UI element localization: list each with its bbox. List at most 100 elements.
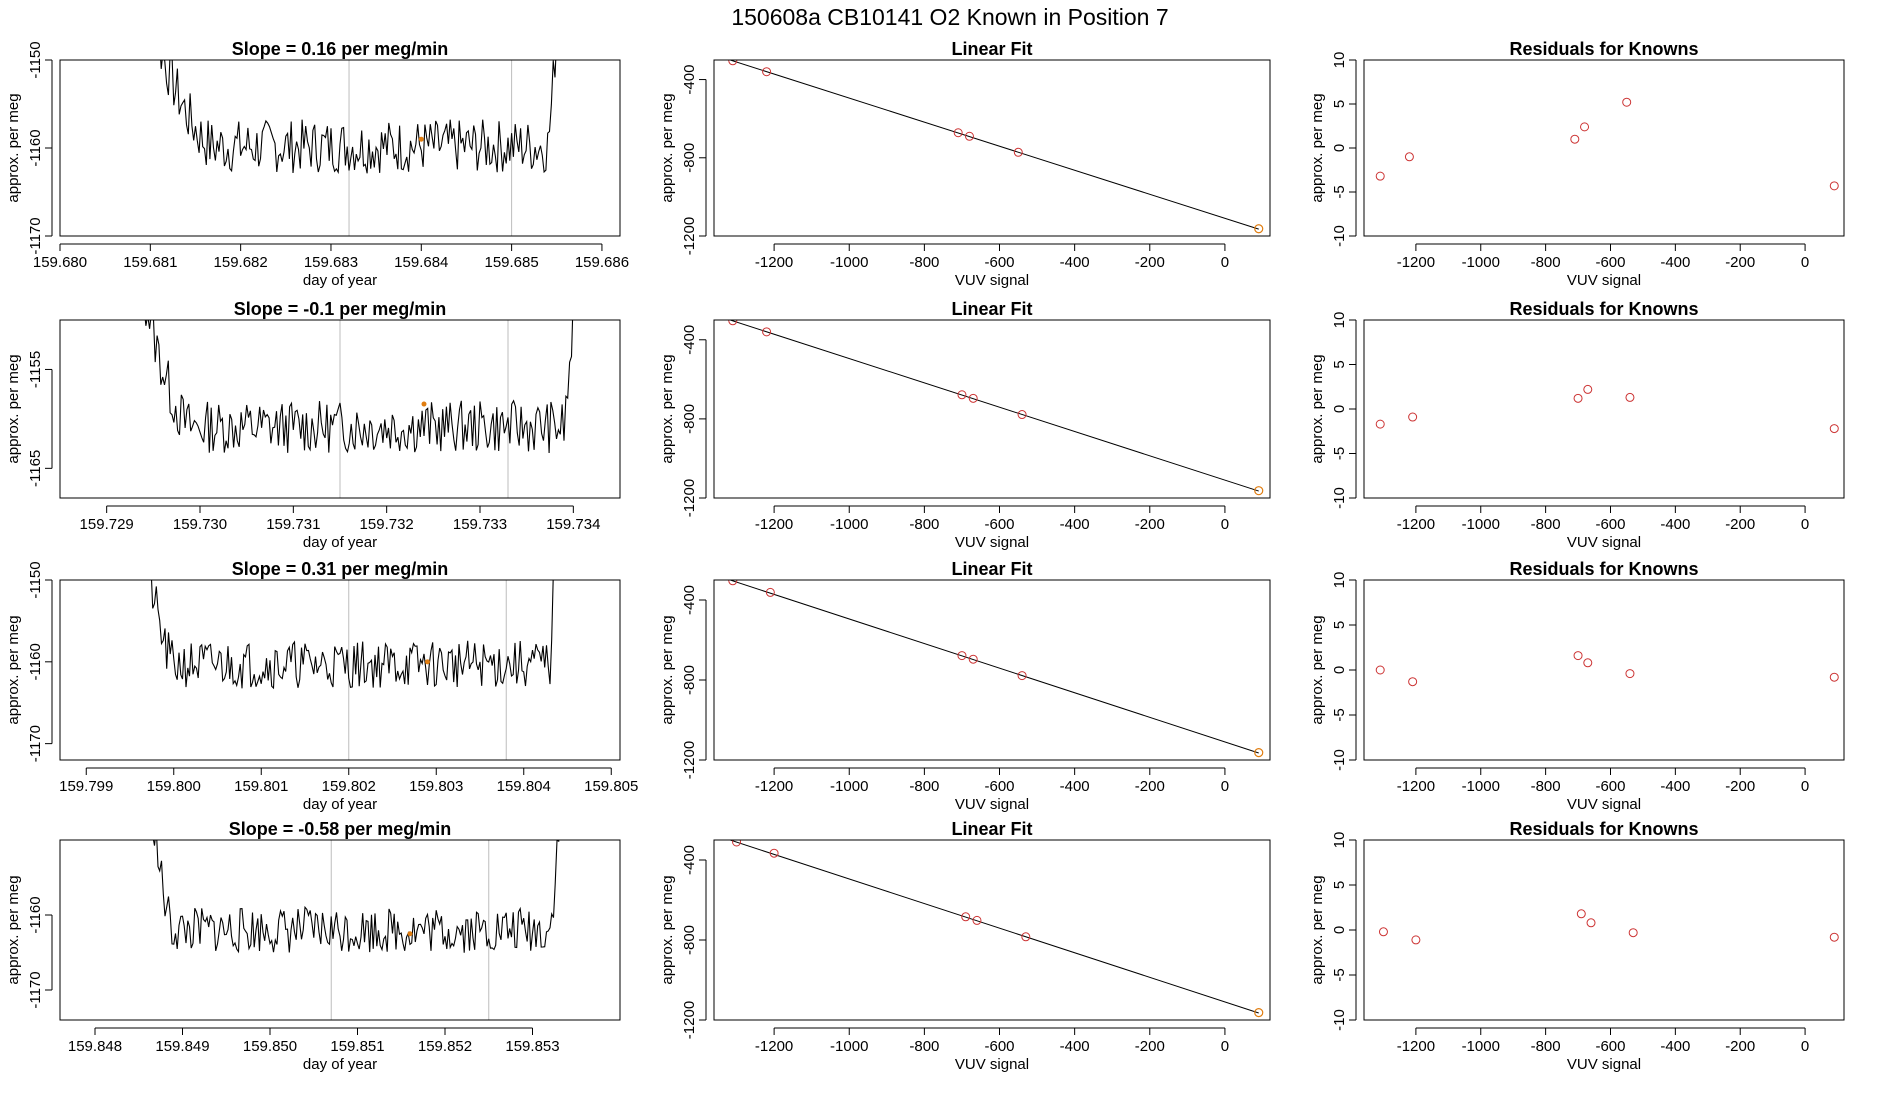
plot-area bbox=[144, 320, 574, 454]
x-tick-label: -800 bbox=[909, 1038, 939, 1055]
plot-area bbox=[728, 840, 1264, 1018]
x-tick-label: 159.731 bbox=[266, 516, 320, 533]
data-point bbox=[1570, 134, 1580, 144]
x-axis-label: day of year bbox=[303, 796, 377, 813]
x-tick-label: -800 bbox=[909, 516, 939, 533]
signal-trace bbox=[144, 320, 574, 454]
known-point bbox=[1254, 1007, 1264, 1018]
x-tick-label: 159.684 bbox=[394, 254, 448, 271]
y-tick-label: 10 bbox=[1331, 832, 1348, 849]
plot-area bbox=[728, 580, 1264, 758]
y-tick-label: -800 bbox=[681, 665, 698, 695]
plot-frame bbox=[1363, 839, 1845, 1021]
y-tick-label: -400 bbox=[681, 65, 698, 95]
known-marker bbox=[421, 401, 427, 407]
panel-residuals-row-1: Residuals for Knowns-1200 -1000 -800 -600 -4… bbox=[1309, 299, 1845, 551]
y-tick-label: -800 bbox=[681, 925, 698, 955]
known-marker bbox=[407, 931, 413, 937]
x-tick-label: -1200 bbox=[755, 1038, 793, 1055]
x-tick-label: 159.851 bbox=[330, 1038, 384, 1055]
data-point bbox=[1583, 384, 1593, 394]
data-point bbox=[1829, 181, 1839, 191]
panel-residuals-row-0: Residuals for Knowns-1200 -1000 -800 -600 -4… bbox=[1309, 39, 1845, 289]
data-point bbox=[1021, 932, 1031, 942]
x-tick-label: -1200 bbox=[755, 516, 793, 533]
y-tick-label: -5 bbox=[1331, 447, 1348, 460]
plot-area bbox=[160, 60, 557, 175]
panel-slope-row-0: Slope = 0.16 per meg/min 159.680 159.681 15… bbox=[5, 39, 629, 289]
data-point bbox=[1408, 412, 1418, 422]
x-tick-label: -1000 bbox=[1462, 1038, 1500, 1055]
panel-fit-row-2: Linear Fit -1200 -1000 -800 -600 -400 -200 0 VUV… bbox=[659, 559, 1271, 813]
panel-fit-row-3: Linear Fit -1200 -1000 -800 -600 -400 -200 0 VUV… bbox=[659, 819, 1271, 1073]
y-tick-label: -1160 bbox=[27, 129, 44, 166]
data-point bbox=[1411, 935, 1421, 945]
y-tick-label: -400 bbox=[681, 585, 698, 615]
data-point bbox=[964, 131, 974, 141]
signal-trace bbox=[152, 840, 560, 954]
panel-title: Residuals for Knowns bbox=[1509, 559, 1698, 579]
data-point bbox=[1408, 677, 1418, 687]
x-tick-label: 159.852 bbox=[418, 1038, 472, 1055]
plot-frame bbox=[59, 59, 621, 237]
x-tick-label: -600 bbox=[1595, 254, 1625, 271]
known-point bbox=[1254, 486, 1264, 496]
panel-title: Slope = 0.16 per meg/min bbox=[232, 39, 449, 59]
plot-frame bbox=[1363, 579, 1845, 761]
y-axis-label: approx. per meg bbox=[1309, 354, 1326, 463]
data-point bbox=[1375, 665, 1385, 675]
x-tick-label: -1200 bbox=[1397, 1038, 1435, 1055]
x-tick-label: 159.730 bbox=[173, 516, 227, 533]
data-point bbox=[1580, 122, 1590, 132]
x-tick-label: -1200 bbox=[1397, 254, 1435, 271]
known-point bbox=[1254, 224, 1264, 234]
figure-title: 150608a CB10141 O2 Known in Position 7 bbox=[731, 4, 1169, 30]
panel-title: Slope = 0.31 per meg/min bbox=[232, 559, 449, 579]
x-tick-label: 159.681 bbox=[123, 254, 177, 271]
x-axis-label: VUV signal bbox=[955, 796, 1029, 813]
x-axis-label: day of year bbox=[303, 272, 377, 289]
y-tick-label: 10 bbox=[1331, 312, 1348, 329]
x-tick-label: -800 bbox=[1531, 1038, 1561, 1055]
y-tick-label: -1200 bbox=[681, 1001, 698, 1039]
x-tick-label: 159.804 bbox=[497, 778, 551, 795]
data-point bbox=[1573, 393, 1583, 403]
y-tick-label: -1170 bbox=[27, 725, 44, 762]
x-tick-label: 159.729 bbox=[80, 516, 134, 533]
data-point bbox=[1625, 392, 1635, 402]
plot-frame bbox=[59, 319, 621, 499]
x-tick-label: -400 bbox=[1060, 778, 1090, 795]
plot-area bbox=[151, 580, 554, 690]
panel-slope-row-1: Slope = -0.1 per meg/min 159.729 159.730 15… bbox=[5, 299, 621, 551]
data-point bbox=[1622, 97, 1632, 107]
fit-line bbox=[728, 840, 1259, 1014]
x-tick-label: 0 bbox=[1221, 1038, 1229, 1055]
x-tick-label: 159.732 bbox=[360, 516, 414, 533]
x-tick-label: -400 bbox=[1660, 254, 1690, 271]
x-axis-label: VUV signal bbox=[1567, 272, 1641, 289]
data-point bbox=[961, 912, 971, 922]
x-tick-label: -1000 bbox=[830, 778, 868, 795]
x-tick-label: 159.850 bbox=[243, 1038, 297, 1055]
x-tick-label: 159.682 bbox=[214, 254, 268, 271]
x-tick-label: -600 bbox=[1595, 1038, 1625, 1055]
x-tick-label: 159.733 bbox=[453, 516, 507, 533]
x-tick-label: 159.686 bbox=[575, 254, 629, 271]
x-tick-label: -200 bbox=[1725, 516, 1755, 533]
data-point bbox=[1375, 171, 1385, 181]
plot-frame bbox=[1363, 59, 1845, 237]
x-tick-label: 159.803 bbox=[409, 778, 463, 795]
x-tick-label: -600 bbox=[1595, 778, 1625, 795]
x-tick-label: -1000 bbox=[830, 1038, 868, 1055]
y-axis-label: approx. per meg bbox=[1309, 615, 1326, 724]
y-tick-label: -5 bbox=[1331, 185, 1348, 198]
y-tick-label: 5 bbox=[1331, 621, 1348, 629]
panel-title: Residuals for Knowns bbox=[1509, 39, 1698, 59]
plot-area bbox=[1375, 384, 1839, 434]
plot-frame bbox=[713, 839, 1271, 1021]
panel-title: Residuals for Knowns bbox=[1509, 819, 1698, 839]
y-tick-label: 0 bbox=[1331, 666, 1348, 674]
y-tick-label: -1150 bbox=[27, 561, 44, 598]
plot-frame bbox=[713, 579, 1271, 761]
fit-line bbox=[728, 320, 1259, 492]
